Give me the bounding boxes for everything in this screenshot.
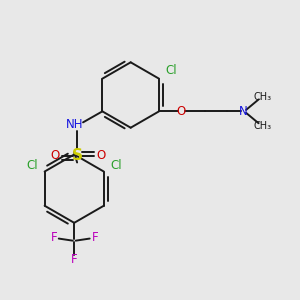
Text: F: F	[92, 231, 98, 244]
Text: CH₃: CH₃	[254, 121, 272, 131]
Text: O: O	[96, 149, 106, 162]
Text: F: F	[50, 231, 57, 244]
Text: F: F	[71, 254, 77, 266]
Text: NH: NH	[66, 118, 84, 130]
Text: Cl: Cl	[26, 159, 38, 172]
Text: O: O	[177, 105, 186, 118]
Text: CH₃: CH₃	[254, 92, 272, 101]
Text: O: O	[51, 149, 60, 162]
Text: N: N	[239, 105, 248, 118]
Text: Cl: Cl	[110, 159, 122, 172]
Text: S: S	[72, 148, 83, 164]
Text: Cl: Cl	[165, 64, 177, 77]
